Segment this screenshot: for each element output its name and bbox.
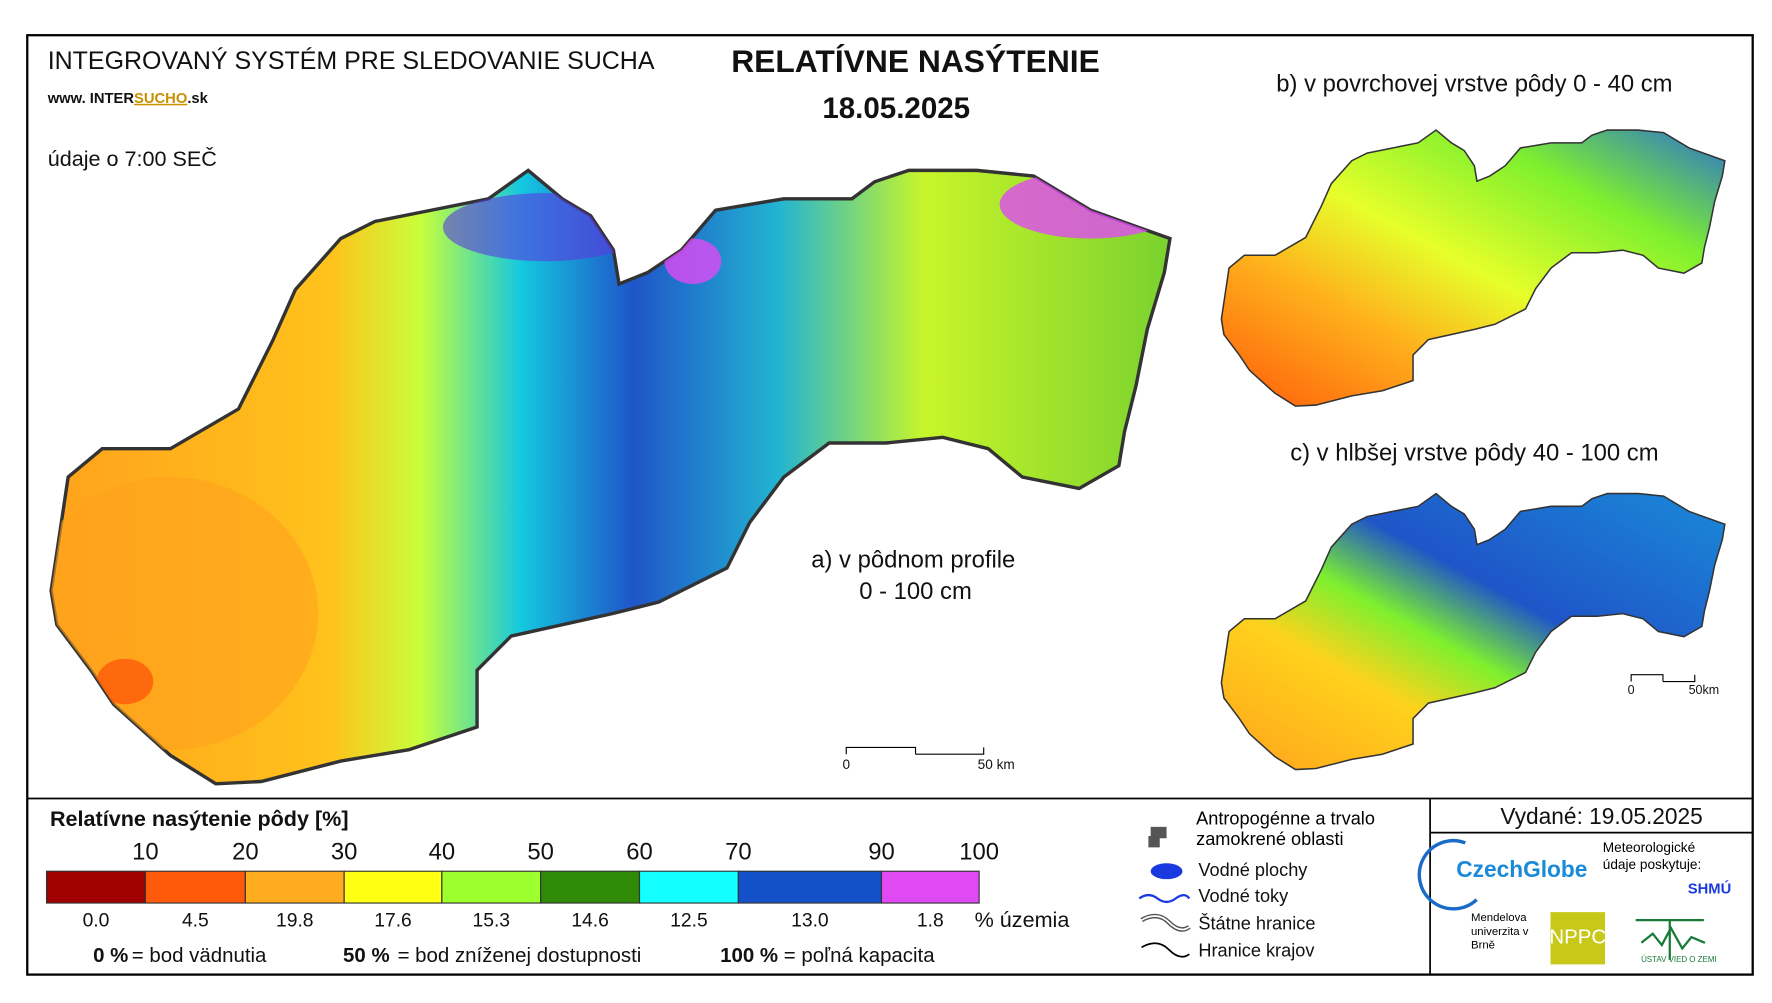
symbol-label: Vodné plochy [1198,860,1308,880]
symbol-icon [1150,863,1183,880]
share-label: 1.8 [917,910,944,931]
legend-swatch [638,870,739,904]
npc: NPPC [1549,926,1606,949]
share-label: 4.5 [182,910,209,931]
npc-box [1550,912,1606,965]
scale-bar [845,746,985,755]
symbol-label: Štátne hranice [1198,912,1315,933]
note-text: = poľná kapacita [784,944,935,967]
url-accent: SUCHO [134,91,187,107]
bound-label: 90 [868,838,895,865]
content: INTEGROVANÝ SYSTÉM PRE SLEDOVANIE SUCHA … [26,34,1754,976]
mendel: Mendelova univerzita v Brně [1470,912,1529,952]
note-value: 0 % [93,944,128,967]
meteo-wrap: Meteorologické údaje poskytuje: [1602,839,1702,873]
share-label: 12.5 [670,910,708,931]
legend-swatch [880,870,980,904]
issued: Vydané: 19.05.2025 [1500,803,1702,829]
legend-swatch [540,870,641,904]
legend-swatch [343,870,443,904]
scale-start: 0 [842,757,850,772]
note-text: = bod zníženej dostupnosti [398,944,642,967]
symbol-wrap: Antropogénne a trvalo zamokrené oblasti [1196,809,1375,850]
uvz: ÚSTAV VIED O ZEMI [1641,955,1717,964]
share-label: 13.0 [791,910,829,931]
scale-bar [1630,674,1696,683]
date: 18.05.2025 [822,92,970,125]
bound-label: 50 [527,838,554,865]
symbol-icon [1141,942,1190,958]
legend-swatch [46,870,146,904]
note-text: = bod vädnutia [132,944,267,967]
note-value: 100 % [720,944,778,967]
time-note: údaje o 7:00 SEČ [48,146,217,171]
logo-arc [1417,839,1478,911]
bound-label: 20 [232,838,259,865]
map-c: c) v hlbšej vrstve pôdy 40 - 100 cm 0 50… [1220,440,1726,771]
url-prefix: www. INTER [47,91,135,107]
map-label: b) v povrchovej vrstve pôdy 0 - 40 cm [1276,70,1672,97]
map-a: a) v pôdnom profile 0 - 100 cm 0 50 km [49,168,1172,786]
scale-start: 0 [1628,683,1635,697]
legend-swatch [144,870,246,904]
symbol-label: Vodné toky [1198,886,1289,906]
symbol-icon [1148,826,1167,848]
map-label: c) v hlbšej vrstve pôdy 40 - 100 cm [1290,440,1658,467]
legend-swatch [737,870,883,904]
symbols: Antropogénne a trvalo zamokrené oblasti … [1138,809,1375,961]
symbol-label: Hranice krajov [1198,941,1315,961]
legend-swatch [244,870,345,904]
legend-title: Relatívne nasýtenie pôdy [%] [50,806,349,831]
bound-label: 60 [626,838,653,865]
system-name: INTEGROVANÝ SYSTÉM PRE SLEDOVANIE SUCHA [48,46,655,75]
symbol-icon [1138,893,1191,904]
meteo: Meteorologické údaje poskytuje: [1602,839,1702,873]
symbol-label: Antropogénne a trvalo zamokrené oblasti [1196,809,1375,850]
map-b: b) v povrchovej vrstve pôdy 0 - 40 cm [1220,70,1726,407]
share-label: 14.6 [571,910,609,931]
legend-swatch [441,870,542,904]
share-label: 17.6 [374,910,412,931]
share-unit: % územia [975,907,1070,932]
bound-label: 40 [429,838,456,865]
bound-label: 100 [959,838,999,865]
share-label: 0.0 [83,910,110,931]
note-value: 50 % [343,944,390,967]
map-sublabel: 0 - 100 cm [859,578,972,605]
czechglobe: CzechGlobe [1456,856,1587,882]
symbol-icon [1141,915,1190,931]
scale-end: 50 km [978,757,1015,772]
url: www. INTERSUCHO.sk [47,91,209,107]
share-label: 19.8 [276,910,314,931]
title: RELATÍVNE NASÝTENIE [731,43,1100,79]
shmu: SHMÚ [1688,879,1731,897]
map-label: a) v pôdnom profile [811,546,1015,573]
mendel-wrap: Mendelova univerzita v Brně [1470,912,1529,952]
url-suffix: .sk [187,91,208,107]
bound-label: 30 [331,838,358,865]
bound-label: 10 [132,838,159,865]
providers: CzechGlobe Meteorologické údaje poskytuj… [1417,839,1731,965]
legend: Relatívne nasýtenie pôdy [%] % územia 0.… [46,806,1070,967]
scale-end: 50km [1689,683,1720,697]
bound-label: 70 [725,838,752,865]
share-label: 15.3 [472,910,510,931]
uvz-icon [1635,918,1706,960]
